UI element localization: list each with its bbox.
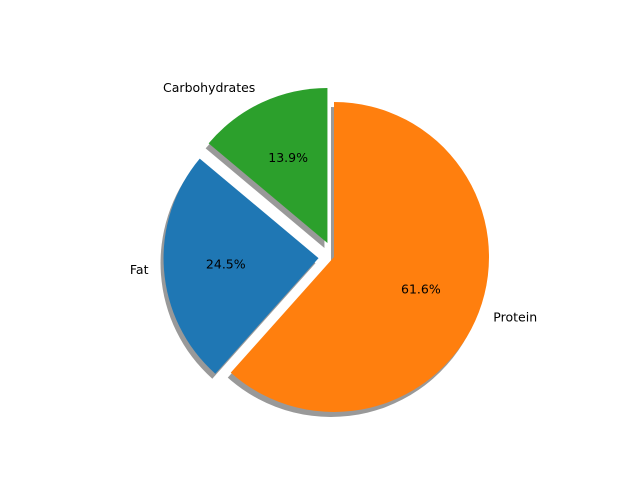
percent-label-protein: 61.6% bbox=[401, 282, 441, 297]
percent-label-fat: 24.5% bbox=[206, 256, 246, 271]
slice-fat bbox=[163, 158, 319, 374]
slice-labels: Carbohydrates Fat Protein bbox=[130, 80, 537, 324]
slice-carbohydrates bbox=[208, 87, 328, 243]
pie-slices bbox=[163, 87, 490, 412]
slice-label-carbohydrates: Carbohydrates bbox=[163, 80, 255, 95]
slice-label-fat: Fat bbox=[130, 262, 149, 277]
percent-label-carbohydrates: 13.9% bbox=[268, 150, 308, 165]
percent-labels: 13.9% 24.5% 61.6% bbox=[206, 150, 441, 296]
slice-protein bbox=[230, 101, 490, 412]
slice-label-protein: Protein bbox=[493, 309, 537, 324]
